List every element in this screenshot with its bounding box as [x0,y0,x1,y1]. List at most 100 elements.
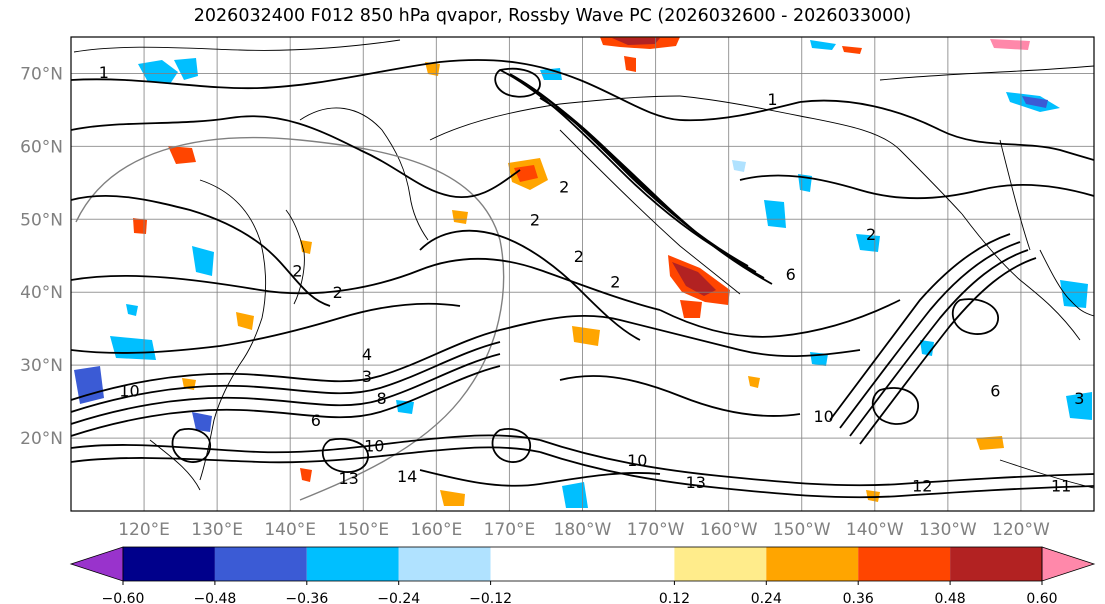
contour-label: 6 [786,265,796,284]
contour-line [849,249,1029,437]
contour-label: 13 [338,469,358,488]
colorbar [69,546,1096,582]
positive-anomaly-patch [452,210,468,224]
contour-label: 11 [1051,476,1071,495]
colorbar-bin [858,547,951,581]
contour-label: 12 [912,476,932,495]
contour-label: 2 [530,210,540,229]
contour-label: 10 [813,407,833,426]
contour-line [71,365,501,437]
coastline [879,65,1094,81]
contour-line [799,99,1094,161]
lat-tick-label: 70°N [20,64,63,84]
negative-anomaly-patch [192,412,212,432]
positive-anomaly-patch [748,376,760,388]
contour-line [739,174,1094,200]
contour-label: 10 [119,382,139,401]
positive-anomaly-patch [842,46,862,54]
latitude-labels: 70°N 60°N 50°N 40°N 30°N 20°N [20,64,63,449]
colorbar-tick-label: −0.36 [285,591,328,604]
positive-anomaly-patch [612,38,660,45]
negative-anomaly-patch [562,482,588,508]
positive-anomaly-patch [572,326,600,346]
colorbar-bin [490,547,675,581]
lat-lon-grid [71,37,1094,511]
contour-label: 3 [1074,389,1084,408]
contour-line [539,451,1094,499]
positive-anomaly-patch [300,240,312,254]
contour-label: 4 [362,345,372,364]
lon-tick-label: 140°E [264,520,316,540]
colorbar-bin [123,547,215,581]
colorbar-extend-max [1041,546,1096,582]
colorbar-tick-label: −0.24 [377,591,420,604]
negative-anomaly-patch [396,400,414,414]
colorbar-bin [674,547,767,581]
contour-label: 14 [397,467,417,486]
contour-line [859,257,1037,445]
contour-line [419,469,661,487]
lat-tick-label: 30°N [20,356,63,376]
contour-line [829,233,1011,421]
negative-anomaly-patch [764,200,786,228]
contour-label: 6 [311,411,321,430]
contour-label: 10 [627,451,647,470]
lat-tick-label: 40°N [20,283,63,303]
coastline [1039,249,1094,317]
coastline [285,209,305,305]
negative-anomaly-patch [1060,280,1088,308]
positive-anomaly-patch [168,146,196,164]
contour-label: 3 [362,367,372,386]
contour-line [839,241,1021,429]
colorbar-labels: −0.60 −0.48 −0.36 −0.24 −0.12 0.12 0.24 0.36 0.4… [102,581,1058,604]
colorbar-tick-label: 0.36 [843,591,874,604]
coastline [149,439,201,491]
colorbar-tick-label: 0.24 [751,591,782,604]
positive-anomaly-patch [514,165,538,182]
colorbar-tick-label: 0.60 [1026,591,1057,604]
positive-anomaly-patch [680,300,702,318]
colorbar-tick-label: −0.12 [469,591,512,604]
contour-label: 2 [574,247,584,266]
colorbar-tick-label: −0.48 [193,591,236,604]
negative-anomaly-patch [74,366,104,404]
colorbar-bin [766,547,859,581]
contour-line [71,195,331,307]
negative-anomaly-patch [126,304,138,316]
lat-tick-label: 60°N [20,137,63,157]
positive-anomaly-patch [990,39,1030,50]
contour-line [171,428,211,463]
negative-anomaly-patch [1066,392,1092,420]
lon-tick-label: 180°W [554,520,612,540]
positive-anomaly-patch [866,490,880,502]
contour-line [71,329,501,401]
lon-tick-label: 160°E [411,520,463,540]
positive-anomaly-patch [672,262,716,296]
colorbar-tick-label: −0.60 [102,591,145,604]
contour-line [71,341,501,413]
negative-anomaly-patch [810,40,836,50]
negative-anomaly-patch [856,234,880,252]
negative-anomaly-patch [174,58,198,80]
contour-label: 6 [990,382,1000,401]
contour-label: 8 [376,389,386,408]
negative-anomaly-patch [192,246,214,276]
coastline [679,95,963,215]
contour-label: 2 [866,225,876,244]
colorbar-bin [398,547,491,581]
coastline [961,213,1081,341]
contour-line [494,67,541,98]
colorbar-bin [306,547,399,581]
contour-line [491,428,531,463]
lon-tick-label: 130°W [919,520,977,540]
map-title: 2026032400 F012 850 hPa qvapor, Rossby W… [193,6,912,26]
contour-line [539,439,1094,487]
lon-tick-label: 120°E [118,520,170,540]
positive-anomaly-patch [624,56,636,72]
colorbar-tick-label: 0.48 [935,591,966,604]
contour-label: 2 [333,283,343,302]
contour-label: 10 [364,436,384,455]
lon-tick-label: 170°W [627,520,685,540]
